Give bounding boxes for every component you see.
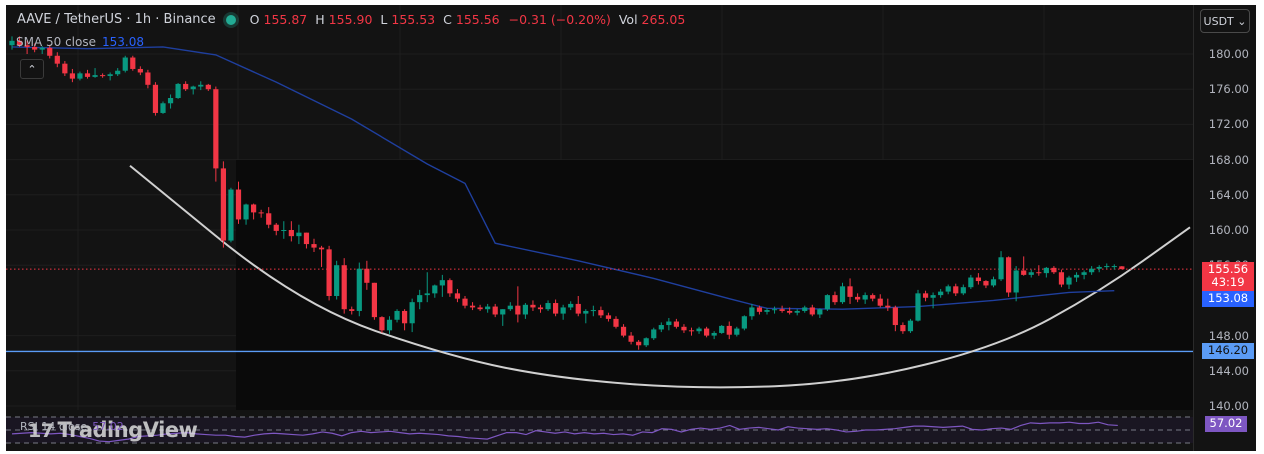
open-label: O (249, 12, 260, 27)
price-tick: 140.00 (1208, 399, 1249, 413)
candlestick-chart[interactable] (6, 5, 1193, 410)
sma-legend[interactable]: SMA 50 close 153.08 (16, 35, 144, 49)
price-tick: 180.00 (1208, 47, 1249, 61)
price-tick: 164.00 (1208, 187, 1249, 202)
low-value: 155.53 (391, 12, 436, 27)
close-value: 155.56 (455, 12, 500, 27)
sma-line (11, 46, 1115, 310)
price-tick: 144.00 (1208, 363, 1249, 378)
high-value: 155.90 (328, 12, 373, 27)
chart-frame: AAVE / TetherUS · 1h · Binance O 155.87 H… (6, 5, 1256, 451)
market-status-icon (225, 14, 236, 25)
sma-price-tag: 153.08 (1202, 291, 1254, 308)
hline-price-tag: 146.20 (1202, 343, 1254, 360)
sma-value: 153.08 (102, 35, 144, 49)
rsi-pane[interactable]: 𝟭𝟳 TradingView RSI 14 close 57.02 (6, 411, 1193, 451)
close-label: C (443, 12, 452, 27)
open-value: 155.87 (263, 12, 308, 27)
volume-label: Vol (618, 12, 638, 27)
price-tick: 172.00 (1208, 117, 1249, 132)
tradingview-logo-icon: 𝟭𝟳 (28, 420, 54, 442)
rounded-bottom-curve (129, 164, 1191, 389)
rsi-legend[interactable]: RSI 14 close 57.02 (20, 420, 124, 433)
shaded-zone (236, 160, 1193, 410)
symbol-title[interactable]: AAVE / TetherUS · 1h · Binance (17, 12, 216, 27)
chevron-up-icon: ⌃ (27, 62, 37, 76)
rsi-value-tag: 57.02 (1205, 416, 1247, 432)
price-scale[interactable]: USDT ⌄ 180.00 176.00 172.00 168.00 164.00 160… (1193, 5, 1256, 451)
rsi-line (11, 421, 1118, 443)
price-tick: 176.00 (1208, 82, 1249, 97)
price-tick: 148.00 (1208, 328, 1249, 343)
price-tick: 168.00 (1208, 152, 1249, 167)
rsi-chart[interactable] (6, 411, 1193, 451)
high-label: H (315, 12, 325, 27)
volume-value: 265.05 (641, 12, 686, 27)
symbol-legend: AAVE / TetherUS · 1h · Binance O 155.87 H… (17, 12, 685, 27)
collapse-legend-button[interactable]: ⌃ (20, 59, 44, 79)
price-pane[interactable]: AAVE / TetherUS · 1h · Binance O 155.87 H… (6, 5, 1193, 410)
low-label: L (380, 12, 388, 27)
rsi-label-text: RSI 14 close (20, 420, 88, 433)
tradingview-wordmark: TradingView (57, 418, 198, 442)
price-tick: 160.00 (1208, 223, 1249, 237)
currency-selector[interactable]: USDT ⌄ (1200, 9, 1250, 33)
rsi-value: 57.02 (92, 420, 124, 433)
last-price-tag: 155.56 43:19 (1202, 262, 1254, 292)
tradingview-watermark: 𝟭𝟳 TradingView (28, 418, 198, 442)
change-value: −0.31 (−0.20%) (508, 12, 611, 27)
sma-label: SMA 50 close (16, 35, 96, 49)
